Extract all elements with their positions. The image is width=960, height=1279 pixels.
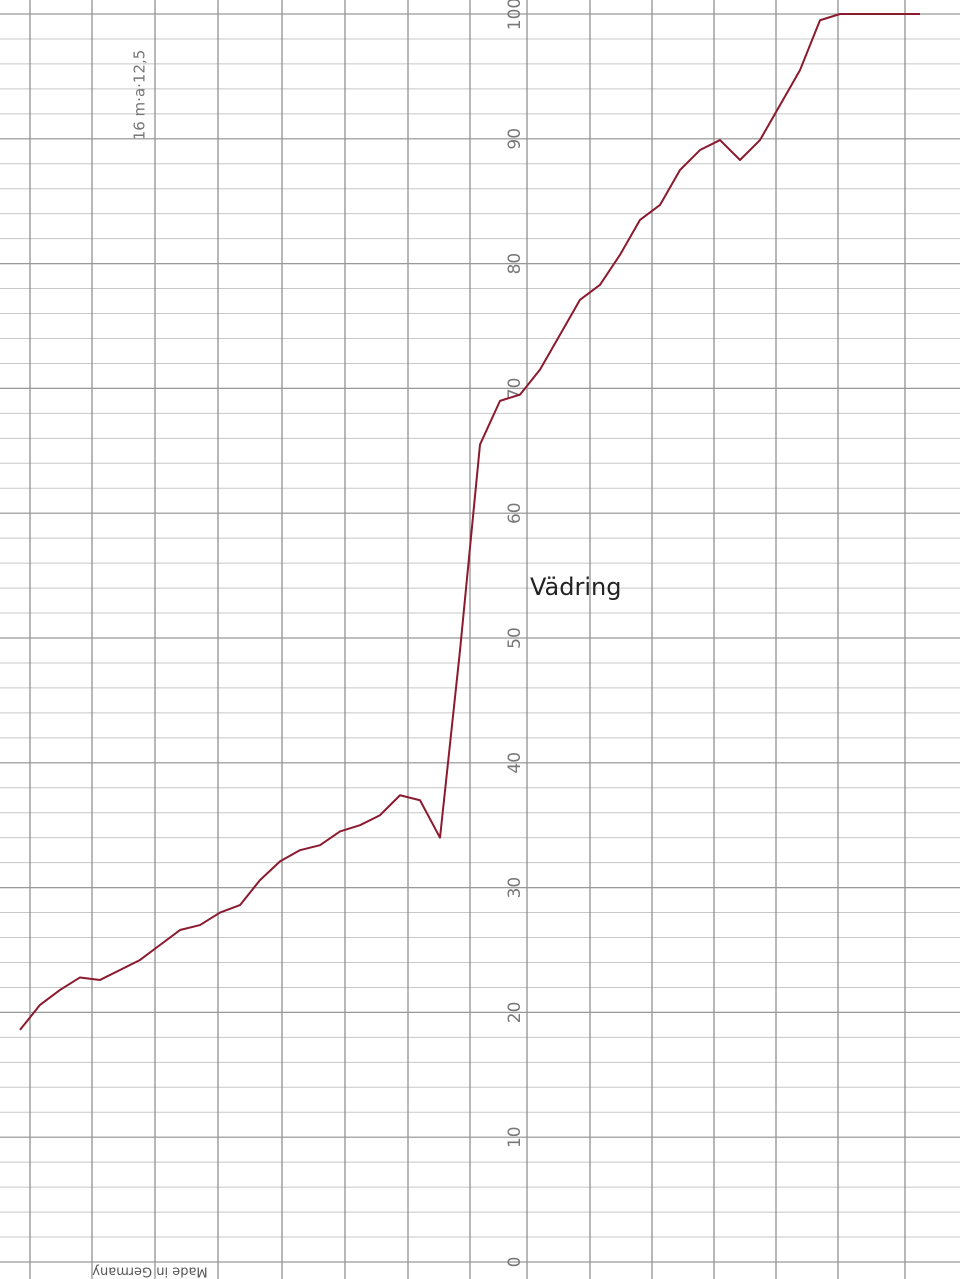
y-tick-label: 10 (505, 1126, 525, 1148)
y-tick-label: 70 (505, 378, 525, 400)
annotation: Vädring (530, 573, 621, 601)
y-tick-label: 80 (505, 253, 525, 275)
y-tick-label: 90 (505, 128, 525, 150)
y-tick-label: 30 (505, 877, 525, 899)
trace-line (20, 14, 960, 1035)
paper-code: 16 m·a·12,5 (131, 50, 149, 141)
maker-note: Made in Germany (92, 1264, 208, 1279)
y-tick-label: 20 (505, 1002, 525, 1024)
y-tick-label: 40 (505, 752, 525, 774)
y-tick-label: 0 (505, 1257, 525, 1268)
y-tick-label: 60 (505, 502, 525, 524)
y-tick-label: 100 (505, 0, 525, 30)
y-tick-label: 50 (505, 627, 525, 649)
